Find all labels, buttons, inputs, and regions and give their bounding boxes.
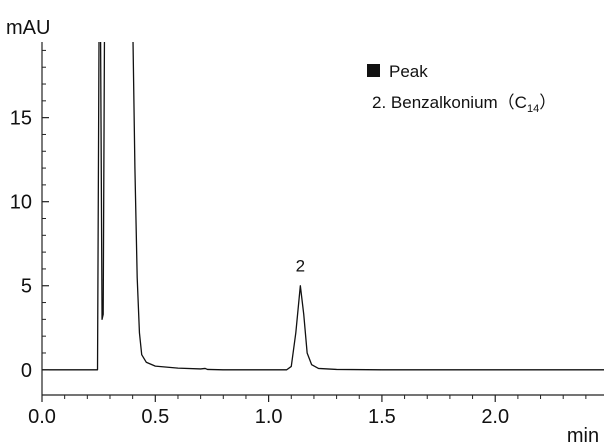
legend-marker-square [367,64,380,77]
legend-item: 2. Benzalkonium（C14） [372,93,556,115]
x-tick-label: 2.0 [481,406,509,428]
peak-label: 2 [296,257,305,276]
legend-header: Peak [389,62,428,81]
x-tick-label: 1.5 [368,406,396,428]
y-tick-label: 15 [10,108,32,130]
y-tick-label: 5 [21,276,32,298]
y-tick-label: 0 [21,360,32,382]
x-tick-label: 1.0 [255,406,283,428]
series-line-1 [42,42,604,371]
x-axis-label: min [567,425,599,446]
y-tick-label: 10 [10,192,32,214]
x-tick-label: 0.0 [28,406,56,428]
y-axis-label: mAU [6,17,50,39]
x-tick-label: 0.5 [141,406,169,428]
